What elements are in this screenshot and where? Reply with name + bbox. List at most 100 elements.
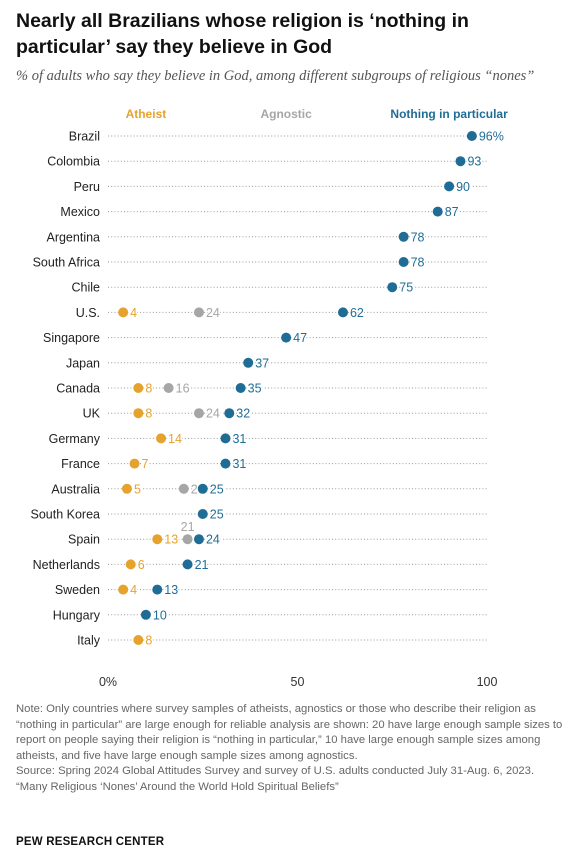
point-nothing-in-particular-brazil bbox=[466, 131, 477, 141]
chart-subtitle: % of adults who say they believe in God,… bbox=[16, 68, 535, 84]
point-nothing-in-particular-australia bbox=[197, 483, 208, 494]
point-nothing-in-particular-colombia bbox=[455, 156, 466, 167]
category-label-argentina: Argentina bbox=[46, 230, 100, 244]
legend-atheist: Atheist bbox=[126, 107, 167, 121]
point-atheist-france bbox=[129, 458, 140, 469]
legend-agnostic: Agnostic bbox=[260, 107, 312, 121]
legend-nothing-in-particular: Nothing in particular bbox=[390, 107, 508, 121]
point-atheist-sweden bbox=[118, 584, 129, 595]
value-label-nothing-in-particular-u-s: 62 bbox=[350, 306, 364, 320]
value-label-nothing-in-particular-netherlands: 21 bbox=[195, 558, 209, 572]
value-label-atheist-sweden: 4 bbox=[130, 583, 137, 597]
category-label-chile: Chile bbox=[72, 281, 101, 295]
value-label-atheist-uk: 8 bbox=[145, 407, 152, 421]
point-nothing-in-particular-argentina bbox=[398, 231, 409, 242]
point-nothing-in-particular-uk bbox=[224, 408, 235, 419]
category-label-canada: Canada bbox=[56, 382, 100, 396]
brand-label: PEW RESEARCH CENTER bbox=[16, 836, 165, 848]
point-nothing-in-particular-japan bbox=[243, 357, 254, 368]
point-nothing-in-particular-peru bbox=[444, 181, 455, 192]
point-agnostic-u-s bbox=[193, 307, 204, 318]
category-label-sweden: Sweden bbox=[55, 583, 100, 597]
point-agnostic-canada bbox=[163, 383, 174, 393]
source-text: Source: Spring 2024 Global Attitudes Sur… bbox=[16, 765, 535, 777]
value-label-atheist-france: 7 bbox=[142, 457, 149, 471]
point-atheist-u-s bbox=[118, 307, 129, 318]
value-label-nothing-in-particular-hungary: 10 bbox=[153, 608, 167, 622]
category-label-italy: Italy bbox=[77, 634, 101, 648]
value-label-atheist-netherlands: 6 bbox=[138, 558, 145, 572]
value-label-nothing-in-particular-japan: 37 bbox=[255, 356, 269, 370]
point-atheist-canada bbox=[133, 383, 144, 393]
value-label-nothing-in-particular-australia: 25 bbox=[210, 482, 224, 496]
chart-title: Nearly all Brazilians whose religion is … bbox=[16, 10, 469, 58]
category-label-colombia: Colombia bbox=[47, 155, 100, 169]
value-label-nothing-in-particular-argentina: 78 bbox=[411, 230, 425, 244]
point-nothing-in-particular-spain bbox=[193, 534, 204, 545]
value-label-nothing-in-particular-germany: 31 bbox=[232, 432, 246, 446]
category-label-south-korea: South Korea bbox=[31, 508, 101, 522]
point-nothing-in-particular-chile bbox=[387, 282, 398, 293]
point-nothing-in-particular-germany bbox=[220, 433, 231, 444]
category-label-singapore: Singapore bbox=[43, 331, 100, 345]
point-agnostic-australia bbox=[178, 483, 189, 494]
category-label-peru: Peru bbox=[74, 180, 100, 194]
category-label-france: France bbox=[61, 457, 100, 471]
x-tick-label-2: 100 bbox=[477, 675, 498, 689]
point-nothing-in-particular-netherlands bbox=[182, 559, 193, 570]
value-label-nothing-in-particular-singapore: 47 bbox=[293, 331, 307, 345]
value-label-nothing-in-particular-peru: 90 bbox=[456, 180, 470, 194]
value-label-agnostic-u-s: 24 bbox=[206, 306, 220, 320]
point-nothing-in-particular-canada bbox=[235, 383, 246, 393]
value-label-nothing-in-particular-south-korea: 25 bbox=[210, 508, 224, 522]
note-text: Note: Only countries where survey sample… bbox=[16, 703, 563, 762]
report-title: “Many Religious ‘Nones’ Around the World… bbox=[16, 780, 339, 793]
value-label-nothing-in-particular-colombia: 93 bbox=[467, 155, 481, 169]
dot-plot-chart: Atheist Agnostic Nothing in particular Braz… bbox=[31, 107, 509, 689]
category-label-netherlands: Netherlands bbox=[33, 558, 100, 572]
value-label-atheist-canada: 8 bbox=[145, 382, 152, 396]
category-label-hungary: Hungary bbox=[53, 608, 101, 622]
value-label-nothing-in-particular-spain: 24 bbox=[206, 533, 220, 547]
point-atheist-italy bbox=[133, 635, 144, 645]
category-label-spain: Spain bbox=[68, 533, 100, 547]
point-atheist-uk bbox=[133, 408, 144, 419]
x-tick-label-1: 50 bbox=[291, 675, 305, 689]
value-label-nothing-in-particular-south-africa: 78 bbox=[411, 256, 425, 270]
value-label-nothing-in-particular-brazil: 96% bbox=[479, 130, 504, 144]
value-label-nothing-in-particular-canada: 35 bbox=[248, 382, 262, 396]
value-label-atheist-u-s: 4 bbox=[130, 306, 137, 320]
value-label-agnostic-canada: 16 bbox=[176, 382, 190, 396]
point-nothing-in-particular-mexico bbox=[432, 206, 443, 217]
category-label-germany: Germany bbox=[49, 432, 101, 446]
category-label-mexico: Mexico bbox=[60, 205, 100, 219]
point-atheist-netherlands bbox=[125, 559, 136, 570]
category-label-south-africa: South Africa bbox=[33, 256, 100, 270]
point-nothing-in-particular-hungary bbox=[140, 609, 151, 620]
value-label-atheist-australia: 5 bbox=[134, 482, 141, 496]
point-atheist-germany bbox=[156, 433, 167, 444]
point-nothing-in-particular-france bbox=[220, 458, 231, 469]
category-label-uk: UK bbox=[83, 407, 101, 421]
category-label-u-s: U.S. bbox=[76, 306, 100, 320]
value-label-nothing-in-particular-chile: 75 bbox=[399, 281, 413, 295]
value-label-nothing-in-particular-sweden: 13 bbox=[164, 583, 178, 597]
category-label-australia: Australia bbox=[51, 482, 100, 496]
point-nothing-in-particular-south-africa bbox=[398, 257, 409, 267]
point-atheist-australia bbox=[121, 483, 132, 494]
category-label-japan: Japan bbox=[66, 356, 100, 370]
point-nothing-in-particular-u-s bbox=[337, 307, 348, 318]
value-label-atheist-germany: 14 bbox=[168, 432, 182, 446]
value-label-nothing-in-particular-uk: 32 bbox=[236, 407, 250, 421]
value-label-agnostic-spain: 21 bbox=[181, 520, 195, 534]
point-atheist-spain bbox=[152, 534, 163, 545]
value-label-nothing-in-particular-france: 31 bbox=[232, 457, 246, 471]
x-tick-label-0: 0% bbox=[99, 675, 117, 689]
value-label-agnostic-uk: 24 bbox=[206, 407, 220, 421]
point-nothing-in-particular-sweden bbox=[152, 584, 163, 595]
point-nothing-in-particular-south-korea bbox=[197, 509, 208, 519]
point-agnostic-spain bbox=[182, 534, 193, 545]
notes-block: Note: Only countries where survey sample… bbox=[16, 702, 564, 795]
value-label-atheist-spain: 13 bbox=[164, 533, 178, 547]
value-label-atheist-italy: 8 bbox=[145, 634, 152, 648]
